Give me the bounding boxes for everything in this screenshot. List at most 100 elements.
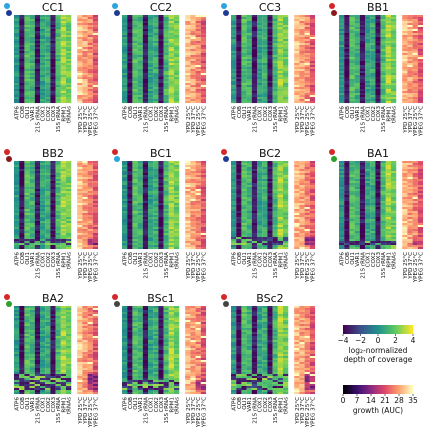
coverage-cell [365, 29, 371, 32]
coverage-cell [122, 91, 128, 94]
growth-cell [417, 33, 424, 36]
growth-cell [407, 85, 413, 88]
coverage-cell [50, 189, 56, 192]
coverage-cell [349, 27, 355, 30]
coverage-cell [375, 59, 381, 62]
coverage-cell [365, 91, 371, 94]
growth-column-label: YPEG 25°C [196, 252, 202, 283]
coverage-cell [60, 81, 67, 84]
coverage-cell [142, 61, 149, 64]
coverage-cell [132, 205, 138, 208]
coverage-cell [153, 69, 159, 72]
coverage-cell [359, 25, 366, 28]
coverage-cell [257, 191, 263, 194]
coverage-cell [246, 183, 252, 186]
coverage-cell [272, 191, 278, 194]
coverage-cell [158, 219, 164, 222]
growth-cell [294, 195, 300, 198]
coverage-cell [24, 35, 30, 38]
coverage-cell [50, 205, 56, 208]
coverage-cell [55, 59, 61, 62]
coverage-cell [246, 173, 252, 176]
coverage-cell [163, 67, 169, 70]
growth-cell [195, 91, 201, 94]
coverage-cell [380, 27, 386, 30]
coverage-cell [163, 161, 169, 164]
growth-cell [412, 87, 418, 90]
growth-cell [200, 199, 207, 202]
growth-cell [92, 233, 99, 236]
growth-cell [309, 171, 316, 174]
coverage-cell [370, 75, 376, 78]
coverage-cell [55, 95, 61, 98]
coverage-cell [267, 213, 273, 216]
coverage-cell [246, 65, 252, 68]
coverage-cell [277, 51, 284, 54]
coverage-cell [251, 161, 258, 164]
coverage-cell [246, 199, 252, 202]
growth-cell [87, 27, 93, 30]
growth-cell [412, 91, 418, 94]
growth-cell [190, 67, 196, 70]
coverage-cell [137, 23, 143, 26]
coverage-cell [370, 95, 376, 98]
coverage-cell [375, 51, 381, 54]
coverage-cell [50, 15, 56, 18]
coverage-cell [339, 173, 345, 176]
growth-cell [309, 219, 316, 222]
coverage-cell [231, 25, 237, 28]
growth-cell [82, 83, 88, 86]
growth-cell [309, 179, 316, 182]
growth-cell [87, 17, 93, 20]
coverage-cell [55, 79, 61, 82]
growth-cell [92, 171, 99, 174]
coverage-cell [142, 175, 149, 178]
coverage-cell [168, 69, 175, 72]
coverage-cell [385, 19, 392, 22]
coverage-cell [55, 227, 61, 230]
growth-cell [200, 85, 207, 88]
growth-cell [200, 55, 207, 58]
coverage-cell [168, 227, 175, 230]
coverage-cell [267, 45, 273, 48]
coverage-cell [40, 209, 46, 212]
coverage-cell [127, 207, 133, 210]
growth-cell [195, 101, 201, 104]
growth-cell [92, 245, 99, 248]
coverage-cell [55, 97, 61, 100]
growth-cell [417, 19, 424, 22]
coverage-cell [142, 231, 149, 234]
coverage-cell [267, 233, 273, 236]
coverage-cell [344, 29, 350, 32]
coverage-cell [370, 81, 376, 84]
growth-cell [402, 185, 408, 188]
coverage-cell [174, 209, 180, 212]
coverage-cell [60, 183, 67, 186]
coverage-cell [168, 51, 175, 54]
coverage-cell [257, 173, 263, 176]
coverage-cell [153, 247, 159, 250]
growth-cell [82, 43, 88, 46]
strain-marker-dot [6, 10, 12, 16]
coverage-cell [60, 247, 67, 250]
coverage-cell [236, 55, 242, 58]
growth-cell [294, 231, 300, 234]
coverage-cell [241, 19, 247, 22]
coverage-cell [50, 93, 56, 96]
coverage-cell [359, 181, 366, 184]
growth-cell [190, 29, 196, 32]
growth-cell [294, 167, 300, 170]
coverage-cell [277, 79, 284, 82]
growth-cell [77, 227, 83, 230]
coverage-cell [277, 47, 284, 50]
growth-cell [417, 101, 424, 104]
growth-cell [77, 59, 83, 62]
coverage-cell [375, 47, 381, 50]
coverage-cell [24, 85, 30, 88]
growth-cell [190, 179, 196, 182]
coverage-cell [385, 187, 392, 190]
coverage-cell [174, 27, 180, 30]
growth-cell [304, 89, 310, 92]
coverage-cell [365, 87, 371, 90]
coverage-cell [14, 173, 20, 176]
